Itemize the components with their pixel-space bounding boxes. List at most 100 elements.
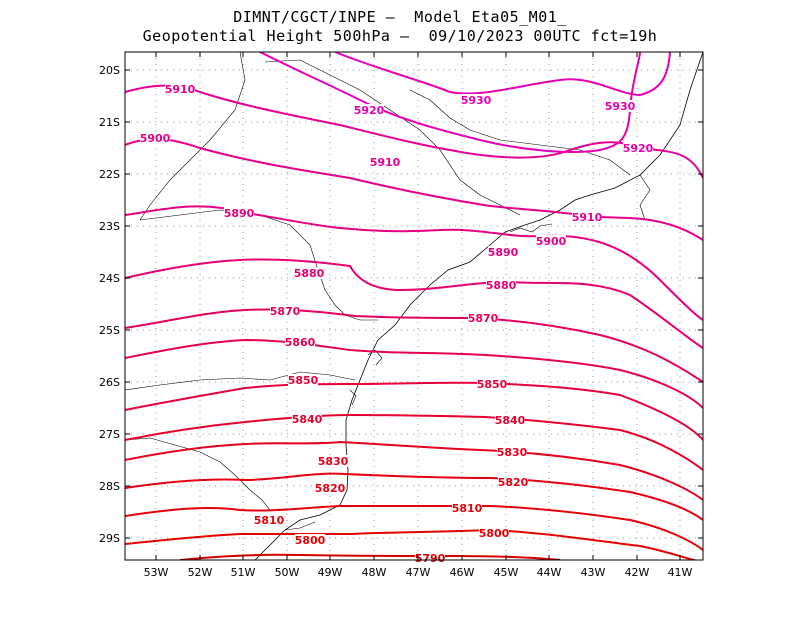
x-tick-label: 53W [144,566,169,579]
x-tick-label: 46W [450,566,475,579]
contour-line-5930 [334,52,671,97]
contour-label-background [270,305,300,317]
contour-label-background [294,267,324,279]
contour-label-background [140,132,170,144]
contour-line-5830 [125,440,703,501]
contour-label-background [479,527,509,539]
contour-label-5850: 5850 [477,378,508,391]
contour-label-background [354,104,384,116]
x-tick-label: 48W [362,566,387,579]
chart-title-line-1: DIMNT/CGCT/INPE – Model Eta05_M01_ [233,8,567,26]
x-tick-label: 41W [668,566,693,579]
contour-label-5880: 5880 [294,267,325,280]
contour-line-5800 [125,528,699,560]
contour-line-5810 [125,504,703,551]
contour-label-5850: 5850 [288,374,319,387]
chart-title-line-2: Geopotential Height 500hPa – 09/10/2023 … [142,27,658,45]
contour-label-5830: 5830 [497,446,528,459]
contour-label-5890: 5890 [224,207,255,220]
contour-label-background [370,156,400,168]
contour-label-background [468,312,498,324]
contour-label-5810: 5810 [452,502,483,515]
contour-label-background [572,211,602,223]
x-tick-label: 49W [318,566,343,579]
contour-label-background [623,142,653,154]
contour-line-5820 [125,472,703,521]
x-tick-label: 47W [406,566,431,579]
contour-label-background [495,414,525,426]
contour-labels: 5930 5930 5920 5920 5910 5910 5910 5900 5900 5890… [140,83,654,565]
contour-label-background [318,455,348,467]
contour-label-5790: 5790 [415,552,446,565]
contour-label-5870: 5870 [270,305,301,318]
contour-label-background [461,94,491,106]
contour-label-background [536,235,566,247]
contour-label-5820: 5820 [315,482,346,495]
contour-label-5910: 5910 [572,211,603,224]
contour-label-5800: 5800 [295,534,326,547]
contour-label-background [292,413,322,425]
contour-label-5830: 5830 [318,455,349,468]
contour-label-5890: 5890 [488,246,519,259]
contour-label-background [452,502,482,514]
contour-label-background [165,83,195,95]
contour-label-background [486,279,516,291]
x-tick-label: 44W [537,566,562,579]
y-tick-label: 25S [99,324,120,337]
x-tick-label: 50W [275,566,300,579]
contour-label-5860: 5860 [285,336,316,349]
contour-line-5860 [125,338,703,409]
contour-label-5910: 5910 [165,83,196,96]
contour-label-5900: 5900 [536,235,567,248]
y-tick-label: 26S [99,376,120,389]
x-tick-label: 45W [494,566,519,579]
contour-label-5840: 5840 [292,413,323,426]
coastline-and-borders [125,52,703,560]
contour-label-background [498,476,528,488]
y-tick-label: 24S [99,272,120,285]
contour-line-5920 [259,52,641,153]
contour-label-background [315,482,345,494]
x-tick-label: 51W [231,566,256,579]
contour-label-5820: 5820 [498,476,529,489]
contour-label-5920: 5920 [354,104,385,117]
contour-label-5810: 5810 [254,514,285,527]
contour-label-5900: 5900 [140,132,171,145]
contour-label-background [497,446,527,458]
contour-label-5870: 5870 [468,312,499,325]
y-tick-label: 21S [99,116,120,129]
contour-label-5840: 5840 [495,414,526,427]
y-tick-label: 23S [99,220,120,233]
contour-label-background [224,207,254,219]
contour-label-background [477,378,507,390]
lat-lon-grid [125,52,703,560]
x-tick-label: 43W [581,566,606,579]
contour-label-5880: 5880 [486,279,517,292]
contour-label-background [254,514,284,526]
contour-line-5790 [179,553,561,560]
y-tick-label: 22S [99,168,120,181]
contour-line-5850 [125,381,703,441]
contour-label-5910: 5910 [370,156,401,169]
contour-label-5930: 5930 [605,100,636,113]
y-tick-label: 20S [99,64,120,77]
axis-ticks: 53W 52W 51W 50W 49W 48W 47W 46W 45W 44W 43W 42W 41W 2… [99,52,703,579]
contour-line-5840 [125,413,703,471]
x-tick-label: 42W [625,566,650,579]
contour-label-background [488,246,518,258]
contour-label-background [288,374,318,386]
contour-line-5870 [125,308,703,383]
contour-label-background [415,552,445,564]
y-tick-label: 27S [99,428,120,441]
y-tick-label: 28S [99,480,120,493]
plot-frame [124,51,704,561]
contour-line-5900 [125,137,703,241]
contour-line-5880 [125,258,703,349]
contour-label-background [605,100,635,112]
contour-label-background [285,336,315,348]
contour-label-5930: 5930 [461,94,492,107]
x-tick-label: 52W [188,566,213,579]
y-tick-label: 29S [99,532,120,545]
contour-label-background [295,534,325,546]
